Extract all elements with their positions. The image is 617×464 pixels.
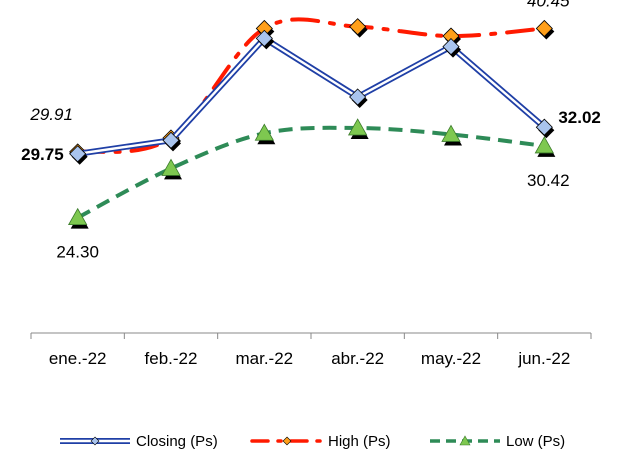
series-high [69, 17, 555, 163]
series-closing-point [255, 29, 273, 47]
series-closing [69, 29, 555, 165]
legend-label-closing: Closing (Ps) [136, 433, 218, 450]
series-low-point [534, 136, 555, 154]
series-low [67, 118, 556, 229]
series-closing-point [442, 38, 460, 56]
series-closing-point [535, 118, 553, 136]
series-low-point [441, 124, 461, 142]
series-high-point [535, 19, 553, 38]
data-label-low: 30.42 [527, 171, 570, 190]
series-high-point [349, 18, 367, 36]
x-axis: ene.-22 feb.-22 mar.-22 abr.-22 may.-22 jun.-… [30, 332, 592, 368]
data-label-high: 40.45 [527, 0, 570, 10]
legend-item-low: Low (Ps) [430, 433, 565, 450]
series-layer [67, 17, 556, 229]
series-closing-line [77, 35, 547, 157]
legend-swatch-marker [282, 436, 292, 446]
series-closing-point [162, 131, 180, 149]
legend-item-closing: Closing (Ps) [60, 433, 218, 450]
x-tick-label: may.-22 [421, 349, 481, 368]
legend-label-high: High (Ps) [328, 433, 391, 450]
x-tick-label: mar.-22 [236, 349, 294, 368]
series-closing-point [349, 88, 367, 106]
series-high-line [75, 17, 547, 154]
series-low-line [76, 125, 545, 220]
data-label-low: 24.30 [56, 243, 99, 262]
x-tick-label: jun.-22 [517, 349, 570, 368]
legend-label-low: Low (Ps) [506, 433, 565, 450]
legend-swatch-marker [90, 436, 100, 446]
series-closing-line-inner [77, 37, 546, 155]
data-label-closing: 29.75 [21, 145, 64, 164]
data-label-closing: 32.02 [558, 108, 601, 127]
legend-swatch-marker [459, 435, 471, 446]
x-tick-label: ene.-22 [49, 349, 107, 368]
series-low-point [347, 118, 368, 136]
x-tick-label: abr.-22 [331, 349, 384, 368]
legend: Closing (Ps) High (Ps) Low (Ps) [60, 433, 565, 450]
series-low-point [161, 158, 181, 176]
series-low-point [254, 123, 275, 141]
legend-item-high: High (Ps) [250, 433, 391, 450]
data-labels: 29.75 32.02 29.91 40.45 24.30 30.42 [21, 0, 601, 262]
data-label-high: 29.91 [29, 105, 73, 124]
x-tick-label: feb.-22 [145, 349, 198, 368]
series-closing-point [69, 145, 87, 163]
series-low-point [67, 207, 88, 226]
